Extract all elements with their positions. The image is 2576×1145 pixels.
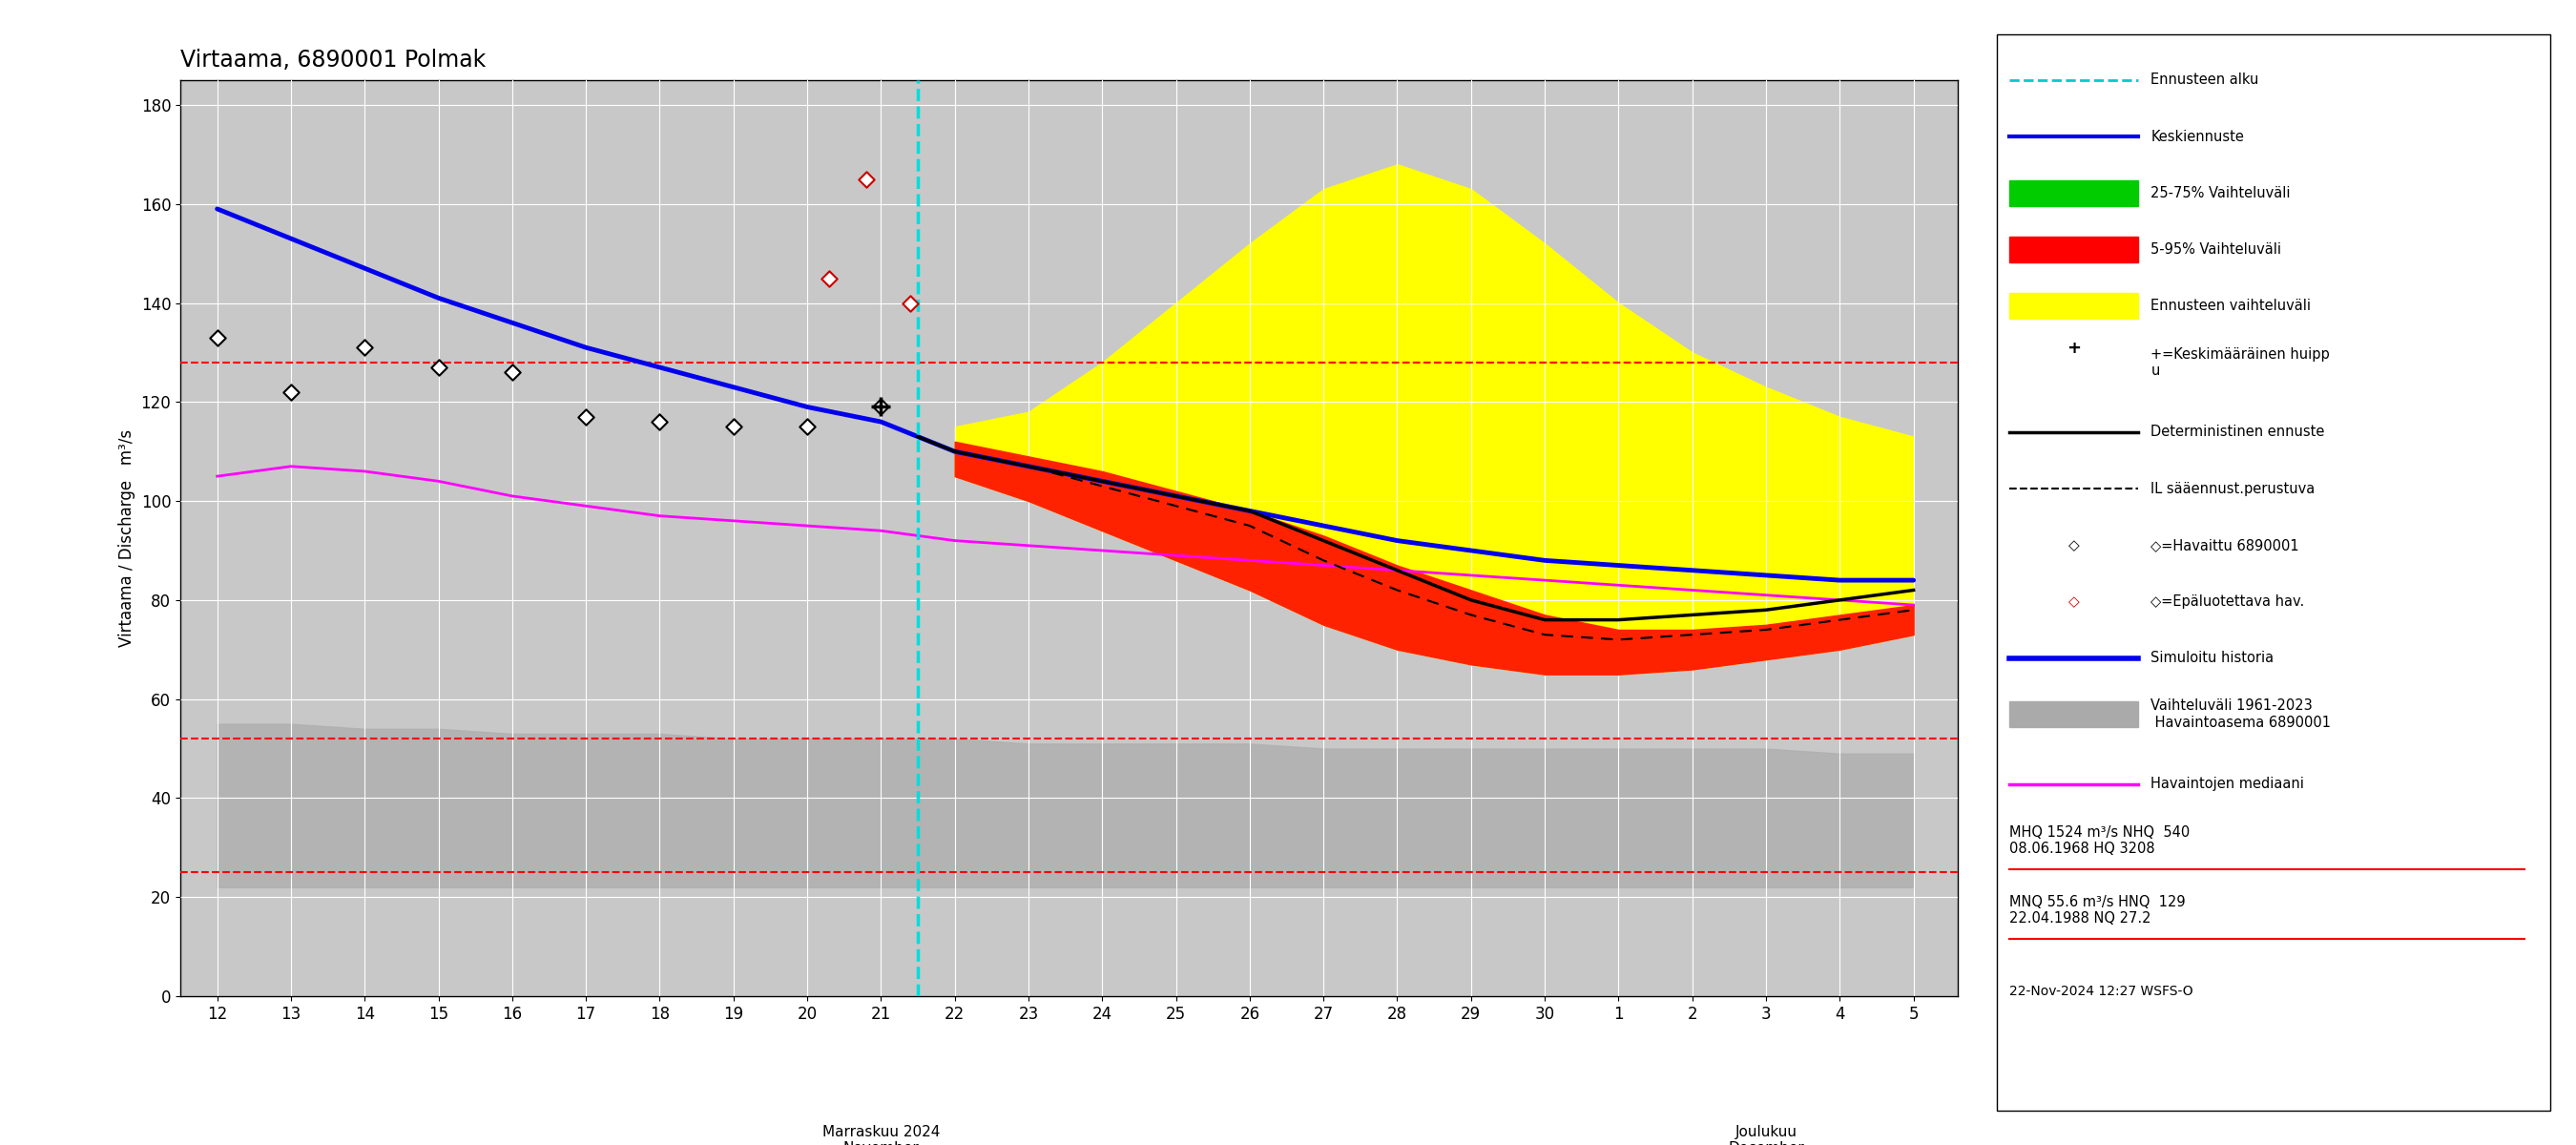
Point [564,408,605,426]
Text: Havaintojen mediaani: Havaintojen mediaani [2151,777,2306,791]
Point [809,269,850,287]
Point [639,412,680,431]
Point [196,329,237,347]
Text: 5-95% Vaihteluväli: 5-95% Vaihteluväli [2151,243,2282,256]
Text: ◇=Havaittu 6890001: ◇=Havaittu 6890001 [2151,538,2300,552]
Text: ◇: ◇ [2069,538,2079,552]
Text: +: + [2066,340,2081,357]
Text: Ennusteen alku: Ennusteen alku [2151,73,2259,87]
Text: Ennusteen vaihteluväli: Ennusteen vaihteluväli [2151,299,2311,313]
Y-axis label: Virtaama / Discharge   m³/s: Virtaama / Discharge m³/s [118,429,137,647]
Point [889,294,930,313]
Text: Marraskuu 2024
November: Marraskuu 2024 November [822,1124,940,1145]
Point [860,397,902,416]
Text: Deterministinen ennuste: Deterministinen ennuste [2151,425,2326,440]
Text: Simuloitu historia: Simuloitu historia [2151,650,2275,665]
Text: 25-75% Vaihteluväli: 25-75% Vaihteluväli [2151,185,2290,200]
Text: 22-Nov-2024 12:27 WSFS-O: 22-Nov-2024 12:27 WSFS-O [2009,985,2192,998]
Point [270,382,312,401]
Point [714,418,755,436]
Point [417,358,459,377]
Text: Keskiennuste: Keskiennuste [2151,129,2244,144]
Text: IL sääennust.perustuva: IL sääennust.perustuva [2151,481,2316,496]
Text: MNQ 55.6 m³/s HNQ  129
22.04.1988 NQ 27.2: MNQ 55.6 m³/s HNQ 129 22.04.1988 NQ 27.2 [2009,895,2184,926]
Text: ◇: ◇ [2069,594,2079,609]
Text: Vaihteluväli 1961-2023
 Havaintoasema 6890001: Vaihteluväli 1961-2023 Havaintoasema 689… [2151,698,2331,729]
Text: Joulukuu
December: Joulukuu December [1728,1124,1803,1145]
Point [786,418,827,436]
Point [345,339,386,357]
Text: MHQ 1524 m³/s NHQ  540
08.06.1968 HQ 3208: MHQ 1524 m³/s NHQ 540 08.06.1968 HQ 3208 [2009,826,2190,856]
Point [492,363,533,381]
Text: +=Keskimääräinen huipp
u: +=Keskimääräinen huipp u [2151,347,2331,378]
Text: Virtaama, 6890001 Polmak: Virtaama, 6890001 Polmak [180,49,487,72]
Point [845,169,886,188]
Text: ◇=Epäluotettava hav.: ◇=Epäluotettava hav. [2151,594,2306,609]
